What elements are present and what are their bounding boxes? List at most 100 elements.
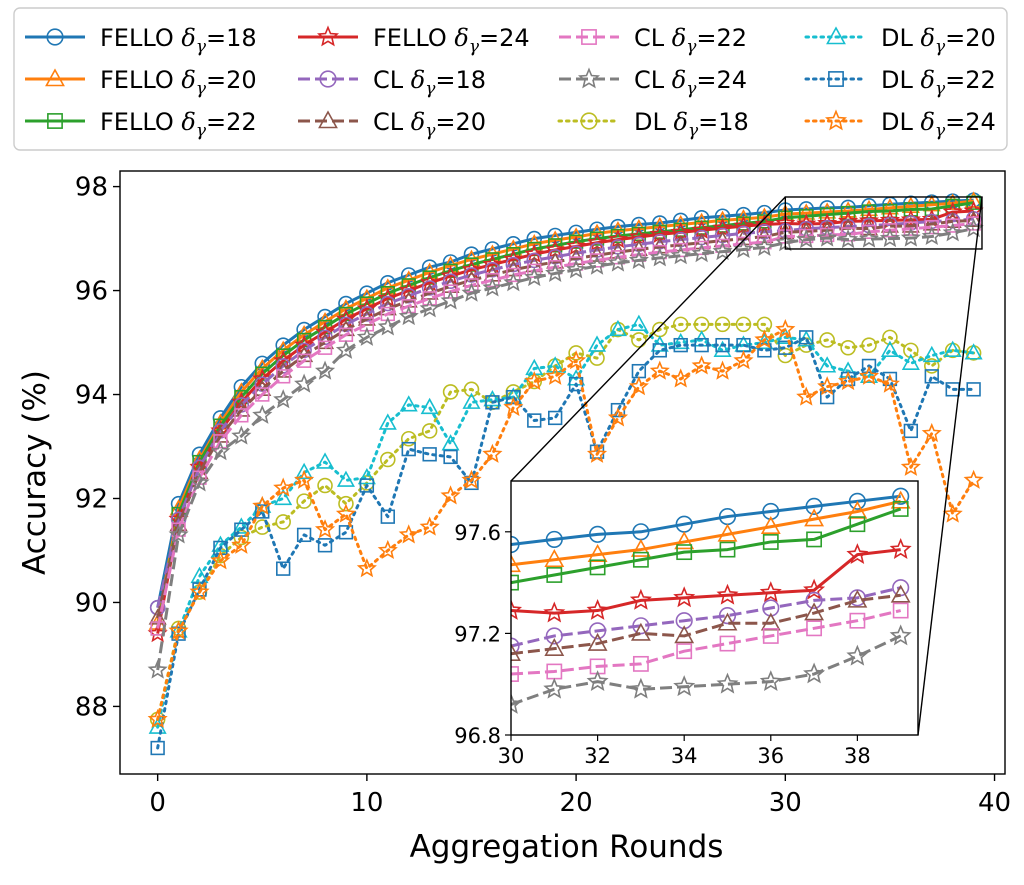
data-point <box>377 316 398 336</box>
data-point <box>171 522 186 537</box>
data-point <box>314 360 336 380</box>
legend-entry: FELLO δγ=22 <box>25 108 257 141</box>
legend-entry: FELLO δγ=24 <box>298 24 530 57</box>
data-point <box>846 644 869 666</box>
legend-label-value: =24 <box>945 108 996 136</box>
data-point <box>694 337 709 353</box>
x-tick-label: 0 <box>149 788 166 818</box>
data-point <box>714 208 731 224</box>
data-point <box>543 601 566 623</box>
data-point <box>252 404 273 424</box>
legend-gamma-subscript: γ <box>935 37 946 57</box>
data-point <box>859 366 879 383</box>
data-point <box>963 469 984 489</box>
data-point <box>399 395 418 412</box>
inset-series-5 <box>511 584 911 662</box>
legend-marker <box>580 112 598 130</box>
legend-label-name: DL <box>881 24 920 52</box>
data-point <box>759 581 782 603</box>
legend-label-value: =18 <box>206 24 257 52</box>
data-point <box>296 353 312 368</box>
legend-gamma-subscript: γ <box>196 121 207 141</box>
series-line <box>156 222 974 629</box>
data-point <box>924 369 939 384</box>
series-11 <box>147 318 984 728</box>
data-point <box>335 503 357 523</box>
data-point <box>273 477 294 497</box>
data-point <box>484 261 501 278</box>
legend-label: DL δγ=20 <box>881 24 996 57</box>
data-point <box>733 350 754 370</box>
legend-label: DL δγ=22 <box>881 66 996 99</box>
data-point <box>649 360 670 380</box>
data-point <box>419 298 440 318</box>
data-point <box>482 443 503 463</box>
data-point <box>440 485 461 505</box>
x-tick-label: 30 <box>769 788 802 818</box>
legend-delta-symbol: δ <box>411 66 425 94</box>
data-point <box>566 259 587 279</box>
legend-entry: DL δγ=18 <box>557 108 749 141</box>
series-line <box>156 227 974 671</box>
data-point <box>759 670 782 692</box>
legend-label: FELLO δγ=20 <box>100 66 257 99</box>
data-point <box>674 625 695 644</box>
data-point <box>356 326 377 346</box>
data-point <box>252 495 273 515</box>
legend-label: FELLO δγ=24 <box>373 24 530 57</box>
series-7 <box>147 218 984 679</box>
data-point <box>527 413 542 428</box>
data-point <box>255 504 270 519</box>
data-point <box>838 229 859 249</box>
inset-plot: 30 32 34 36 38 96.8 97.2 97.6 <box>454 480 919 768</box>
data-point <box>294 469 315 489</box>
data-point <box>924 219 939 235</box>
inset-x-tick-label: 30 <box>498 744 525 768</box>
data-point <box>294 373 315 393</box>
data-point <box>336 470 355 487</box>
data-point <box>505 256 522 273</box>
data-point <box>901 353 920 370</box>
data-point <box>879 228 900 248</box>
data-point <box>691 243 712 263</box>
data-point <box>608 319 627 337</box>
data-point <box>506 389 521 405</box>
data-point <box>673 586 696 608</box>
legend-label-name: FELLO <box>373 24 454 52</box>
data-point <box>754 236 775 256</box>
series-line <box>156 209 974 634</box>
data-point <box>400 430 417 447</box>
data-point <box>796 386 817 406</box>
series-line <box>156 218 974 619</box>
x-tick-label: 40 <box>978 788 1011 818</box>
data-point <box>671 332 690 350</box>
data-point <box>818 202 837 219</box>
data-point <box>892 501 909 517</box>
y-tick-label: 92 <box>75 484 108 514</box>
legend-label-name: DL <box>881 66 920 94</box>
data-point <box>359 478 375 493</box>
legend-label: DL δγ=18 <box>634 108 749 141</box>
series-line <box>511 593 901 656</box>
data-point <box>400 287 417 304</box>
data-point <box>632 655 649 672</box>
data-point <box>712 240 733 261</box>
legend-gamma-subscript: γ <box>935 79 946 99</box>
series-line <box>511 499 902 567</box>
data-point <box>607 407 629 427</box>
data-point <box>231 534 252 554</box>
y-tick-label: 96 <box>75 277 108 307</box>
legend-label: CL δγ=18 <box>373 66 486 99</box>
data-point <box>511 666 519 682</box>
data-point <box>401 441 416 457</box>
data-point <box>314 519 336 539</box>
data-point <box>717 523 738 542</box>
y-tick-label: 98 <box>75 173 108 203</box>
legend-label: CL δγ=20 <box>373 108 486 141</box>
data-point <box>817 227 838 247</box>
data-point <box>849 612 866 629</box>
data-point <box>673 675 696 697</box>
data-point <box>419 516 440 536</box>
legend-gamma-subscript: γ <box>425 79 436 99</box>
data-point <box>735 206 752 223</box>
